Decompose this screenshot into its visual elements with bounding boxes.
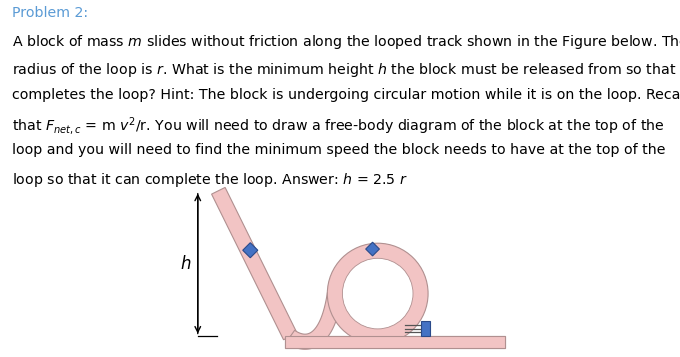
- Polygon shape: [285, 336, 505, 348]
- Circle shape: [327, 243, 428, 344]
- Polygon shape: [420, 321, 430, 336]
- Polygon shape: [285, 336, 505, 348]
- Polygon shape: [366, 242, 379, 256]
- Circle shape: [343, 258, 413, 329]
- Text: radius of the loop is $r$. What is the minimum height $h$ the block must be rele: radius of the loop is $r$. What is the m…: [12, 61, 680, 79]
- Polygon shape: [243, 243, 258, 258]
- Text: loop so that it can complete the loop. Answer: $h$ = 2.5 $r$: loop so that it can complete the loop. A…: [12, 171, 408, 189]
- Text: that $F_{net,c}$ = m $v^2$/r. You will need to draw a free-body diagram of the b: that $F_{net,c}$ = m $v^2$/r. You will n…: [12, 116, 665, 137]
- Polygon shape: [211, 187, 297, 340]
- Text: completes the loop? Hint: The block is undergoing circular motion while it is on: completes the loop? Hint: The block is u…: [12, 89, 680, 102]
- Text: $h$: $h$: [180, 255, 192, 273]
- Polygon shape: [286, 292, 342, 349]
- Text: loop and you will need to find the minimum speed the block needs to have at the : loop and you will need to find the minim…: [12, 143, 666, 157]
- Text: Problem 2:: Problem 2:: [12, 6, 88, 20]
- Text: A block of mass $m$ slides without friction along the looped track shown in the : A block of mass $m$ slides without frict…: [12, 34, 680, 51]
